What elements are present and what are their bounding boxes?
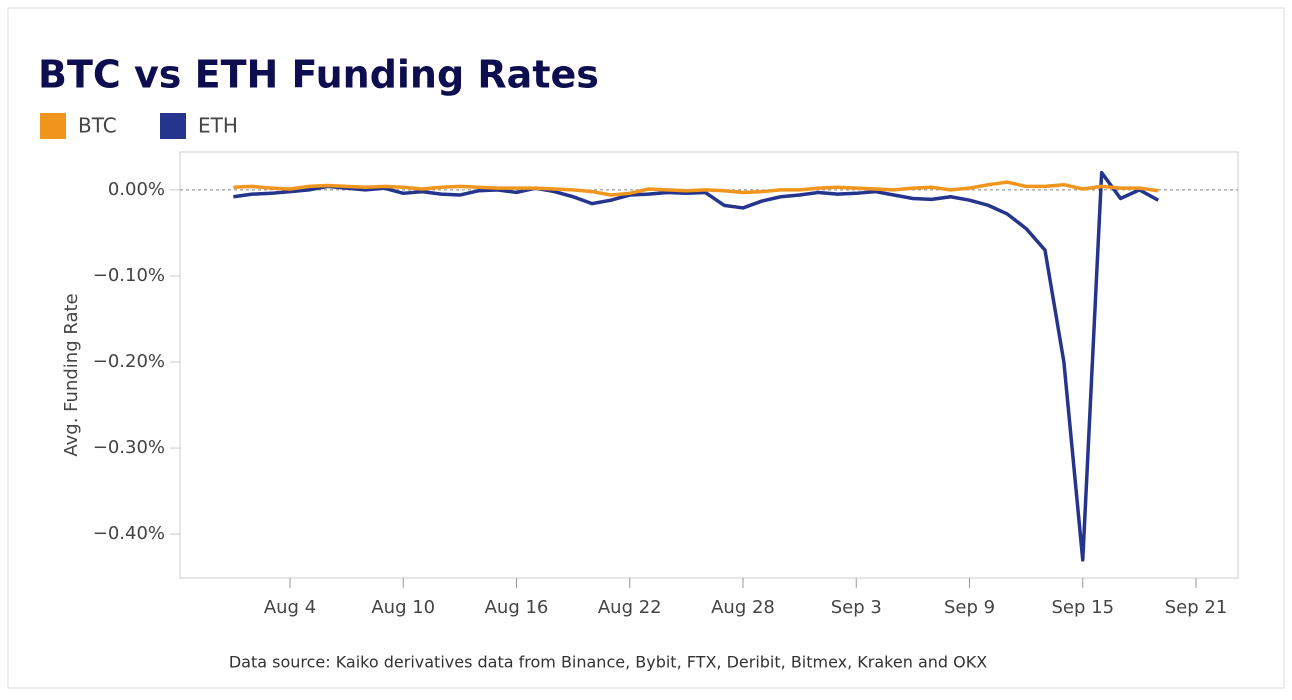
x-tick-label: Sep 15 [1051, 597, 1114, 618]
chart-title: BTC vs ETH Funding Rates [38, 53, 599, 97]
legend-label: ETH [198, 114, 238, 138]
x-tick-label: Aug 16 [485, 597, 549, 618]
x-tick-label: Sep 9 [944, 597, 995, 618]
y-tick-label: −0.30% [93, 437, 165, 458]
x-tick-label: Aug 22 [598, 597, 662, 618]
x-tick-label: Sep 3 [831, 597, 882, 618]
legend-label: BTC [78, 114, 117, 138]
y-axis-title: Avg. Funding Rate [61, 293, 82, 456]
y-tick-label: 0.00% [108, 179, 165, 200]
x-tick-label: Aug 10 [371, 597, 435, 618]
card [7, 7, 1285, 689]
series-line [233, 180, 1159, 197]
y-tick-label: −0.10% [93, 265, 165, 286]
plot-frame [179, 151, 1239, 579]
y-tick-label: −0.40% [93, 523, 165, 544]
x-tick-label: Aug 28 [711, 597, 775, 618]
x-tick-label: Aug 4 [264, 597, 316, 618]
y-tick-label: −0.20% [93, 351, 165, 372]
x-tick-label: Sep 21 [1165, 597, 1228, 618]
legend-swatch [160, 113, 186, 139]
source-note: Data source: Kaiko derivatives data from… [229, 653, 987, 672]
series-line [233, 170, 1160, 562]
legend-swatch [40, 113, 66, 139]
